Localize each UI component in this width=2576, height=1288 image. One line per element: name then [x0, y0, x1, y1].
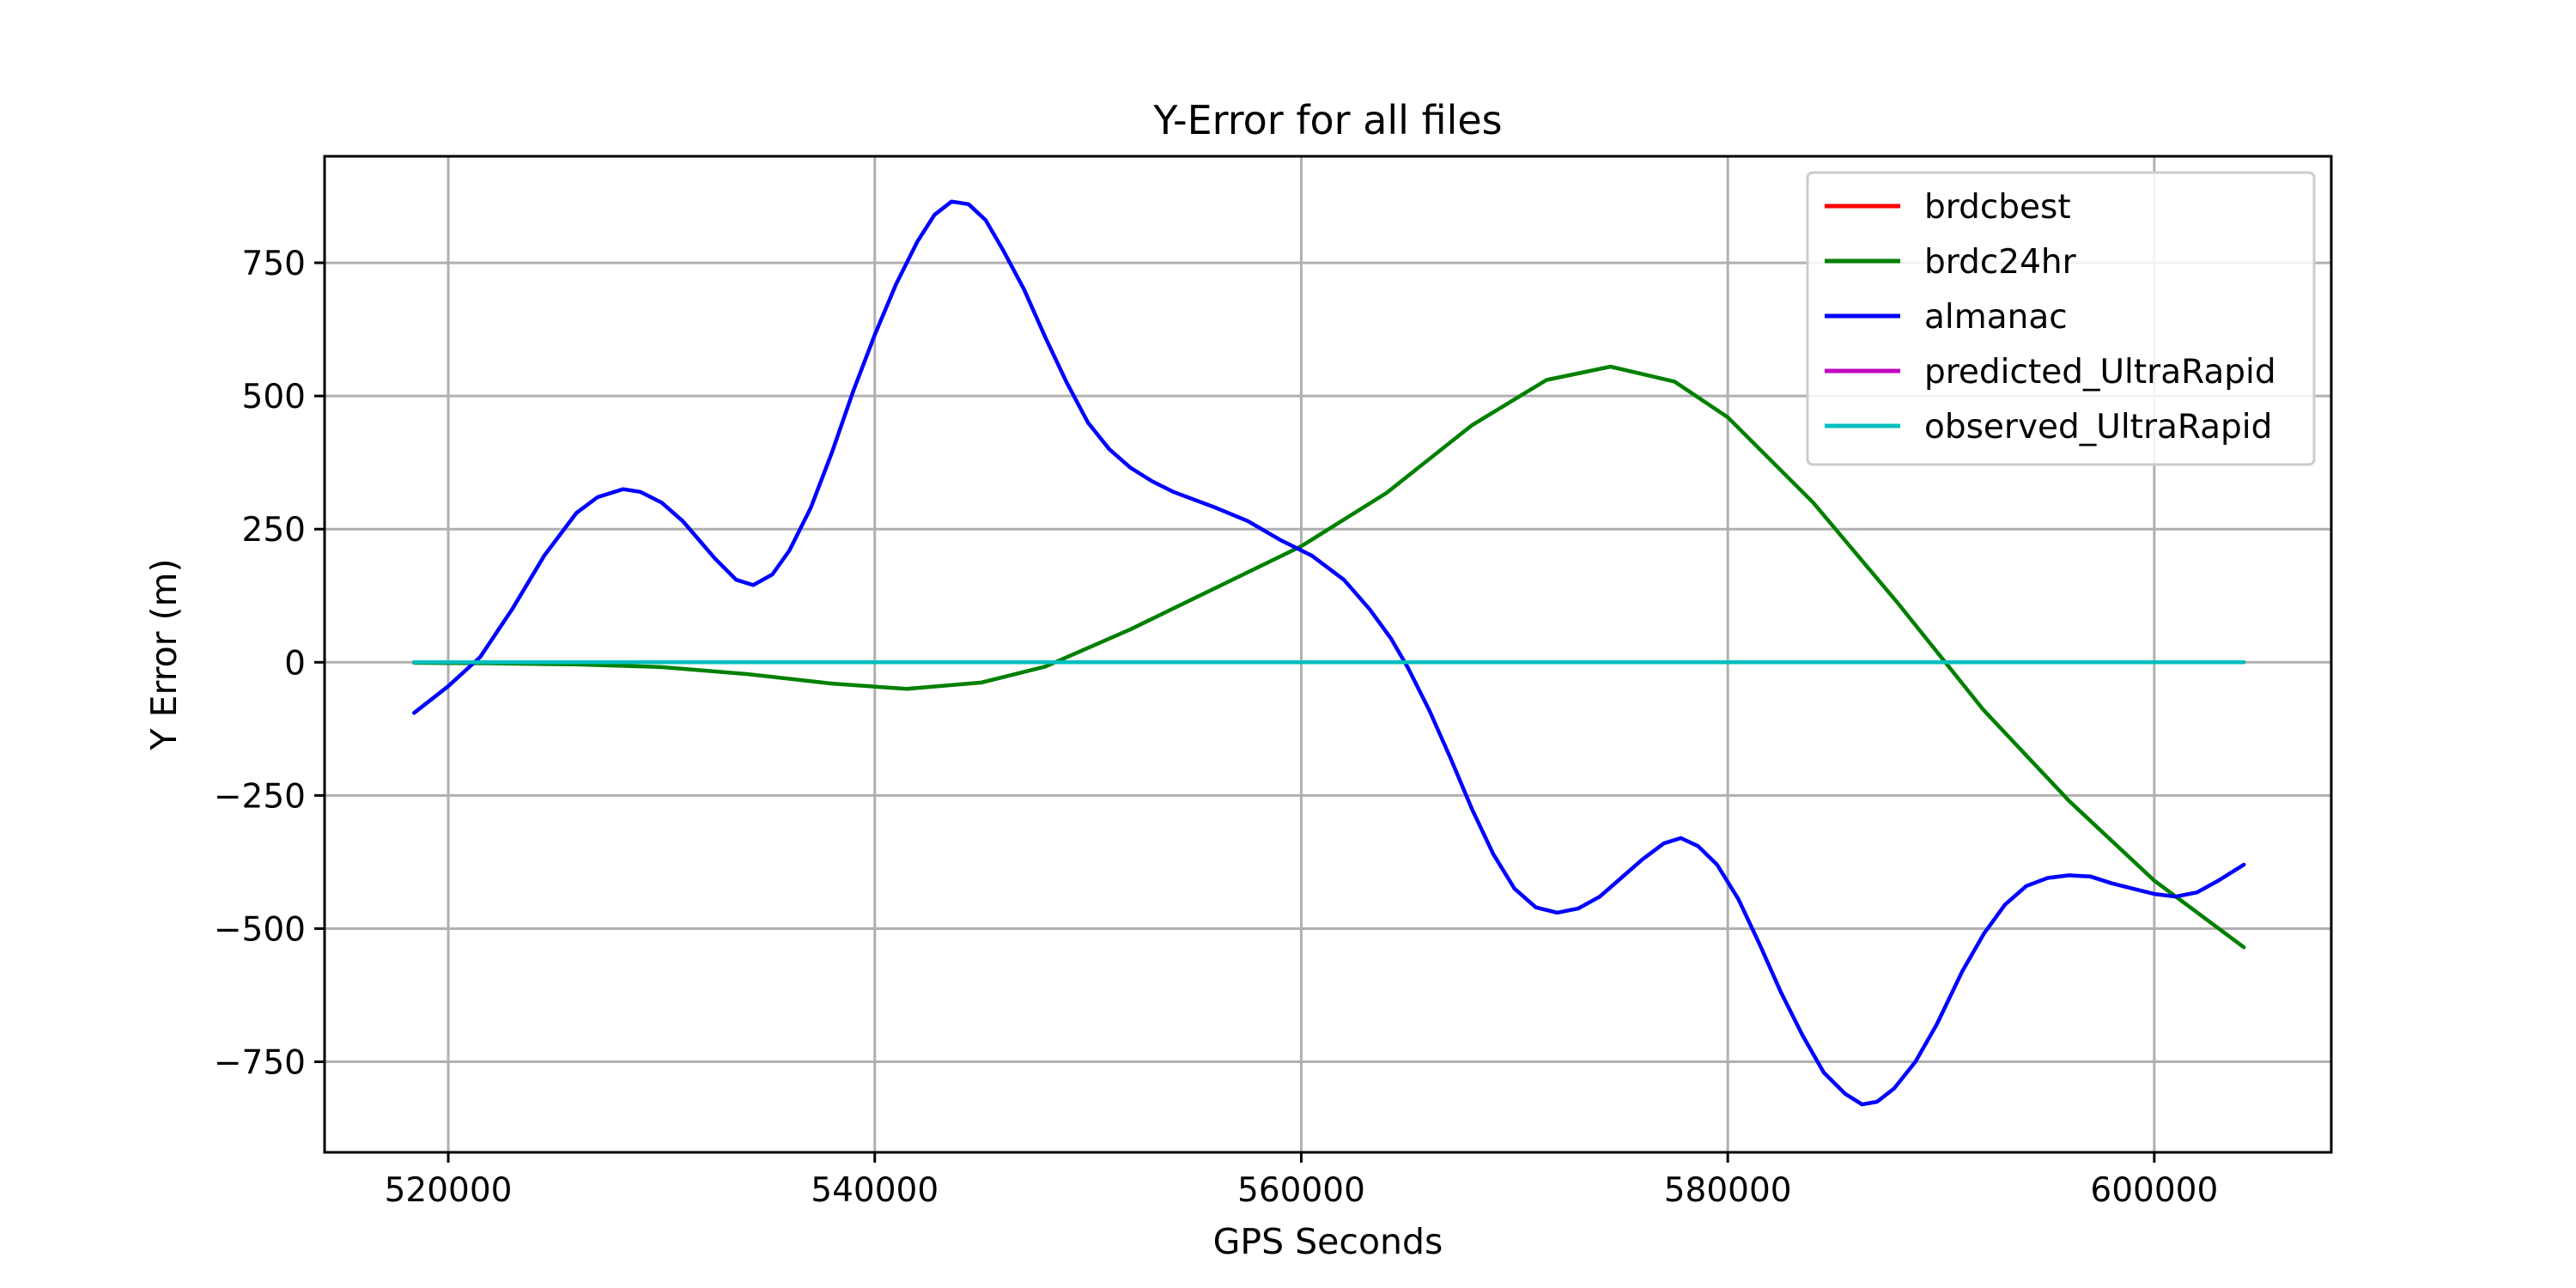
y-tick-label: −750: [214, 1044, 306, 1083]
legend-box: [1806, 171, 2316, 466]
x-tick-label: 540000: [811, 1171, 939, 1210]
series-lines: [412, 199, 2246, 1107]
x-tick-label: 600000: [2090, 1171, 2218, 1210]
x-tick-label: 520000: [385, 1171, 513, 1210]
y-axis-label: Y Error (m): [143, 559, 185, 751]
legend: brdcbest brdc24hr almanac predicted_UltraRa…: [1806, 171, 2316, 466]
y-tick-label: 500: [242, 378, 306, 416]
axis-ticks: 520000 540000 560000 580000 600000 −750 −500 −2…: [214, 245, 2218, 1210]
y-tick-label: 250: [242, 511, 306, 550]
x-axis-label: GPS Seconds: [1213, 1221, 1443, 1262]
plot-area: [412, 199, 2246, 1107]
y-tick-label: 0: [284, 644, 306, 683]
legend-label: observed_UltraRapid: [1924, 408, 2272, 447]
y-tick-label: 750: [242, 245, 306, 283]
chart-title: Y-Error for all files: [1152, 97, 1502, 143]
legend-label: brdcbest: [1924, 188, 2071, 227]
series-line-almanac: [412, 199, 2246, 1107]
plot-frame: [323, 155, 2333, 1154]
legend-label: brdc24hr: [1924, 243, 2077, 282]
y-tick-label: −500: [214, 910, 306, 949]
x-tick-label: 560000: [1237, 1171, 1365, 1210]
legend-label: almanac: [1924, 298, 2068, 337]
series-line-brdc24hr: [412, 364, 2246, 950]
y-tick-label: −250: [214, 777, 306, 816]
legend-label: predicted_UltraRapid: [1924, 353, 2276, 392]
x-tick-label: 580000: [1664, 1171, 1792, 1210]
